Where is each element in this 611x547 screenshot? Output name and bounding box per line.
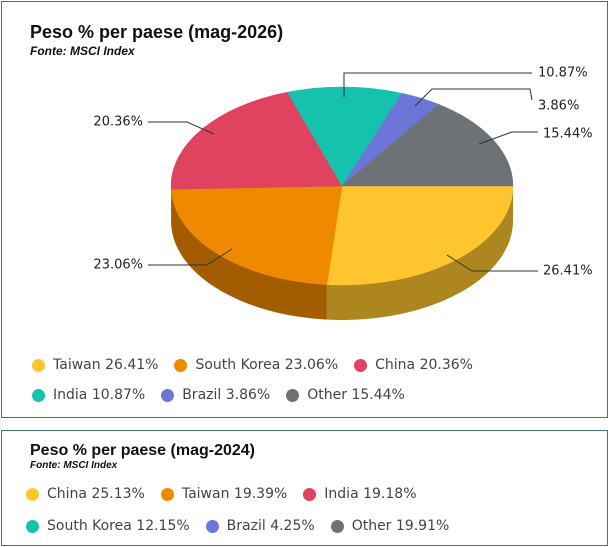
legend-value: 4.25% [270, 518, 315, 534]
chart-title: Peso % per paese (mag-2026) [30, 22, 284, 42]
legend-label: China [375, 357, 416, 373]
legend-label: South Korea [47, 518, 132, 534]
legend-value: 10.87% [91, 387, 146, 403]
slice-side [171, 189, 327, 320]
leader-line [343, 72, 532, 97]
slice-top [326, 185, 514, 286]
pie-chart: 26.41% 23.06% 20.36% 10.87% 3.86% 15.44% [93, 66, 593, 321]
data-label: 10.87% [538, 66, 588, 81]
legend-item: Other 19.91% [330, 517, 450, 535]
legend: China 25.13% Taiwan 19.39% India 19.18% Sou… [26, 485, 596, 535]
leader-line [414, 88, 533, 107]
legend-swatch [26, 519, 39, 533]
slice-top [341, 104, 514, 187]
legend-item: China 20.36% [354, 356, 473, 374]
legend-value: 12.15% [136, 518, 190, 534]
legend-swatch [160, 487, 174, 501]
legend-label: India [324, 486, 359, 502]
legend-item: South Korea 23.06% [174, 356, 338, 374]
legend-item: Taiwan 19.39% [160, 485, 288, 503]
legend-swatch [32, 358, 45, 372]
chart-subtitle: Fonte: MSCI Index [30, 460, 118, 471]
legend-swatch [286, 388, 300, 402]
legend-swatch [354, 358, 368, 372]
pie-slice [170, 185, 343, 320]
legend-label: Brazil [226, 518, 266, 534]
legend-label: India [53, 387, 88, 403]
legend-value: 19.91% [395, 518, 450, 534]
legend-swatch [161, 388, 175, 402]
slice-top [170, 91, 343, 190]
legend-swatch [303, 487, 317, 501]
legend-swatch [174, 358, 188, 372]
chart-title: Peso % per paese (mag-2024) [30, 442, 255, 459]
data-label: 20.36% [93, 115, 143, 130]
legend-item: China 25.13% [26, 485, 145, 503]
slice-top [170, 185, 343, 285]
slice-top [287, 86, 403, 187]
legend-value: 19.39% [233, 486, 288, 502]
data-label: 15.44% [543, 127, 593, 142]
legend-swatch [26, 487, 39, 501]
leader-line [446, 254, 538, 272]
legend-swatch [330, 519, 344, 533]
legend-value: 23.06% [284, 357, 339, 373]
legend-value: 3.86% [225, 387, 271, 403]
legend-swatch [205, 519, 219, 533]
legend-item: India 10.87% [32, 386, 145, 404]
leader-line [148, 248, 233, 266]
pie-slice [326, 185, 514, 321]
chart-subtitle: Fonte: MSCI Index [30, 44, 135, 58]
legend-label: Taiwan [53, 357, 101, 373]
legend-label: Other [351, 518, 392, 534]
legend-label: Other [307, 387, 347, 403]
legend-item: Brazil 3.86% [161, 386, 270, 404]
leader-line [148, 121, 215, 135]
legend-item: Taiwan 26.41% [32, 356, 158, 374]
legend-value: 25.13% [91, 486, 145, 502]
legend-value: 26.41% [105, 357, 159, 373]
data-label: 26.41% [543, 264, 593, 279]
pie-slice [287, 86, 403, 187]
legend-value: 19.18% [363, 486, 417, 502]
data-label: 23.06% [93, 258, 143, 273]
chart-panel: Peso % per paese (mag-2024) Fonte: MSCI … [1, 430, 608, 546]
pie-slice [170, 91, 343, 225]
legend-value: 20.36% [419, 357, 473, 373]
legend-value: 15.44% [351, 387, 405, 403]
legend-item: Other 15.44% [286, 386, 405, 404]
legend-item: Brazil 4.25% [205, 517, 315, 535]
legend-label: China [47, 486, 87, 502]
legend: Taiwan 26.41% South Korea 23.06% China 20.… [32, 356, 572, 404]
legend-item: South Korea 12.15% [26, 517, 190, 535]
slice-side [326, 186, 513, 321]
data-label: 3.86% [538, 99, 579, 114]
legend-label: Taiwan [181, 486, 230, 502]
leader-line [478, 131, 538, 145]
legend-item: India 19.18% [303, 485, 417, 503]
legend-swatch [32, 388, 45, 402]
chart-panel: 26.41% 23.06% 20.36% 10.87% 3.86% 15.44% Peso… [1, 1, 608, 418]
pie-slice [341, 104, 514, 187]
legend-label: South Korea [195, 357, 281, 373]
legend-label: Brazil [182, 387, 222, 403]
